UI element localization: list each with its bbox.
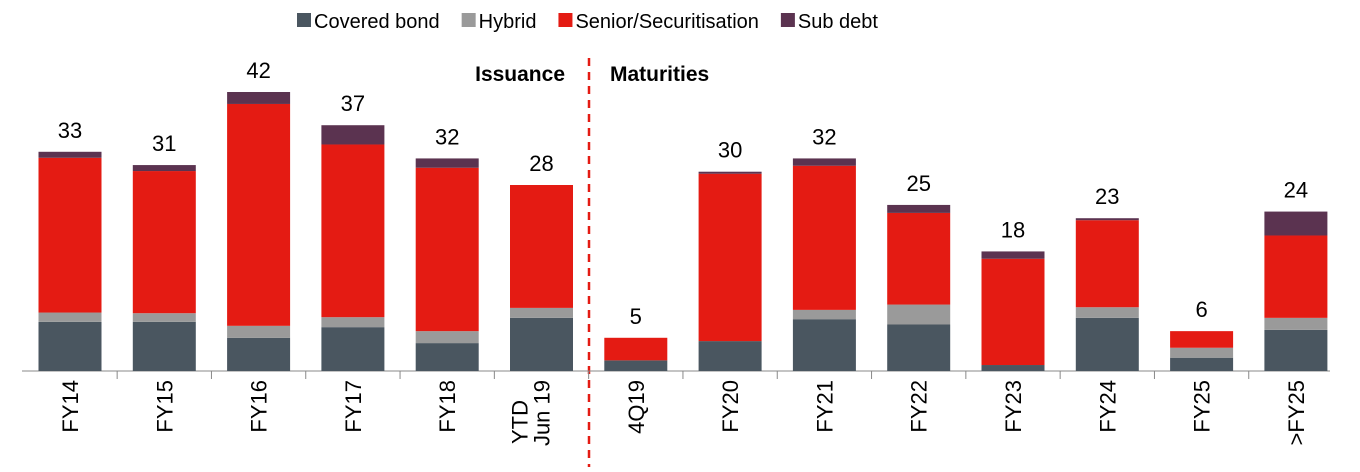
bar-segment [38, 157, 102, 313]
x-tick-label: FY25 [1190, 380, 1215, 433]
bar-segment [981, 258, 1045, 366]
legend-swatch [461, 13, 476, 27]
bar-segment [415, 167, 479, 332]
bar-segment [1075, 220, 1139, 308]
total-label: 30 [718, 138, 742, 163]
bar-segment [981, 251, 1045, 259]
bar-segment [415, 331, 479, 344]
bar-segment [887, 304, 951, 325]
bar-segment [1075, 218, 1139, 221]
bar-segment [604, 337, 668, 361]
x-tick-label: >FY25 [1284, 380, 1309, 445]
bar-segment [510, 185, 573, 308]
total-label: 6 [1195, 297, 1207, 322]
bar-segment [981, 365, 1045, 371]
bar-segment [792, 165, 856, 310]
bar-segment [227, 92, 291, 104]
x-tick-label: FY23 [1001, 380, 1026, 433]
total-label: 18 [1001, 217, 1025, 242]
bar-segment [698, 171, 762, 174]
x-tick-label: FY22 [907, 380, 932, 433]
x-tick-label: 4Q19 [624, 380, 649, 434]
bar-segment [1264, 317, 1328, 330]
bar-segment [510, 317, 573, 371]
bar-segment [321, 144, 385, 318]
bar-segment [510, 307, 573, 318]
legend: Covered bond Hybrid Senior/Securitisation S… [297, 11, 878, 33]
x-tick-label: FY16 [247, 380, 272, 433]
bar-segment [227, 325, 291, 338]
legend-swatch [558, 13, 573, 27]
x-tick-label: FY21 [812, 380, 837, 433]
total-label: 23 [1095, 184, 1119, 209]
bar-segment [887, 212, 951, 305]
bar-segment [227, 337, 291, 371]
bar-segment [792, 319, 856, 371]
x-tick-label: FY18 [435, 380, 460, 433]
legend-label: Covered bond [314, 11, 440, 33]
legend-swatch [780, 13, 795, 27]
total-label: 25 [906, 171, 930, 196]
bar-segment [1075, 317, 1139, 371]
bar-segment [604, 360, 668, 371]
total-label: 24 [1284, 178, 1308, 203]
bar-segment [887, 204, 951, 213]
total-label: 32 [812, 124, 836, 149]
bar-segment [792, 309, 856, 320]
total-label: 37 [341, 91, 365, 116]
bar-segment [321, 327, 385, 371]
bar-segment [1075, 307, 1139, 318]
bar-segment [132, 171, 196, 314]
bar-segment [1170, 357, 1234, 371]
legend-label: Senior/Securitisation [575, 11, 758, 33]
bar-segment [132, 313, 196, 322]
bar-segment [38, 151, 102, 158]
bar-segment [227, 103, 291, 326]
total-label: 42 [246, 58, 270, 83]
bar-segment [1264, 235, 1328, 318]
total-label: 31 [152, 131, 176, 156]
annotation: Issuance [475, 63, 565, 86]
legend-swatch [297, 13, 311, 27]
bar-segment [792, 158, 856, 166]
bar-segment [1264, 211, 1328, 236]
bar-segment [38, 312, 102, 322]
x-tick-label: FY24 [1095, 380, 1120, 433]
legend-label: Sub debt [798, 11, 879, 33]
bar-segment [321, 125, 385, 145]
bar-segment [415, 343, 479, 371]
bar-segment [38, 321, 102, 371]
x-tick-label: FY14 [58, 380, 83, 433]
total-label: 33 [58, 118, 82, 143]
bar-segment [132, 165, 196, 172]
x-tick-label: FY15 [152, 380, 177, 433]
total-label: 32 [435, 124, 459, 149]
legend-label: Hybrid [479, 11, 537, 33]
bar-segment [415, 158, 479, 168]
total-label: 28 [529, 151, 553, 176]
bar-segment [887, 324, 951, 371]
bar-segment [1170, 331, 1234, 348]
x-tick-label: FY20 [718, 380, 743, 433]
bar-segment [132, 321, 196, 371]
x-tick-label: FY17 [341, 380, 366, 433]
bar-segment [698, 341, 762, 371]
bar-segment [321, 317, 385, 328]
x-tick-label: YTD Jun 19 [508, 380, 555, 452]
bar-segment [698, 173, 762, 342]
bar-segment [1170, 347, 1234, 358]
total-label: 5 [630, 304, 642, 329]
annotation: Maturities [610, 63, 709, 86]
bar-segment [1264, 329, 1328, 371]
